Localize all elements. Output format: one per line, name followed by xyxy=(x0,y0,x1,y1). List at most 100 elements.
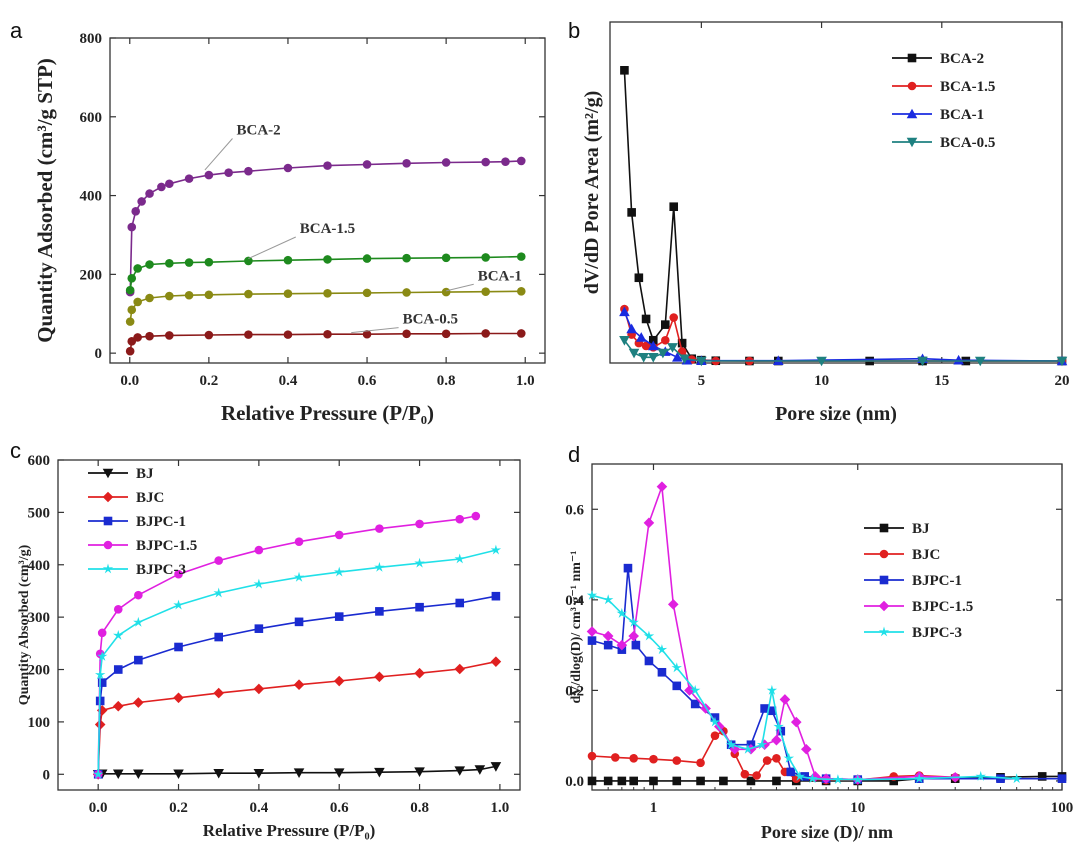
legend-entry: BJPC-1.5 xyxy=(912,599,973,615)
data-point xyxy=(779,694,791,705)
data-point xyxy=(516,156,526,166)
panel-label: c xyxy=(10,438,21,463)
data-point xyxy=(586,589,598,600)
data-point xyxy=(603,640,613,650)
data-point xyxy=(374,767,385,778)
data-point xyxy=(756,739,768,750)
series-line xyxy=(591,486,956,781)
data-point xyxy=(441,158,451,167)
data-point xyxy=(244,166,253,176)
data-point xyxy=(334,566,345,577)
y-tick-label: 0.4 xyxy=(565,593,584,609)
data-point xyxy=(334,612,344,621)
x-axis-label: Relative Pressure (P/P₀) xyxy=(221,401,434,425)
data-point xyxy=(832,774,844,784)
data-point xyxy=(852,774,863,784)
data-point xyxy=(402,288,411,297)
data-point xyxy=(184,290,194,300)
panel-label: d xyxy=(568,442,580,467)
data-point xyxy=(214,632,223,642)
data-point xyxy=(293,679,305,691)
data-point xyxy=(165,291,174,301)
data-point xyxy=(742,743,754,754)
data-point xyxy=(669,202,679,212)
data-point xyxy=(660,320,670,329)
x-tick-label: 0.4 xyxy=(279,373,298,389)
panel-d: d 1 10 100 0.0 0.2 0.4 0.6 Pore size (D)/ nm dV/d… xyxy=(565,442,1073,843)
data-point xyxy=(362,160,372,169)
data-point xyxy=(772,754,781,763)
data-point xyxy=(481,329,490,338)
series-bca-0-5 xyxy=(619,335,1068,367)
data-point xyxy=(481,287,490,296)
data-point xyxy=(454,553,465,564)
panel-label: a xyxy=(10,18,23,43)
legend-marker xyxy=(102,563,114,574)
x-tick-label: 1 xyxy=(650,800,658,816)
data-point xyxy=(760,704,769,713)
data-point xyxy=(587,636,597,645)
data-point xyxy=(481,157,490,167)
data-point xyxy=(133,697,144,708)
panel-label: b xyxy=(568,18,580,43)
data-point xyxy=(643,630,655,641)
data-point xyxy=(807,773,818,784)
data-point xyxy=(174,569,183,579)
legend: BJ BJC BJPC-1 BJPC-1.5 BJPC-3 xyxy=(88,466,197,578)
data-point xyxy=(974,356,986,367)
data-point xyxy=(801,743,812,755)
legend-entry: BCA-1.5 xyxy=(940,79,995,95)
y-tick-label: 600 xyxy=(28,453,51,469)
data-point xyxy=(362,288,372,298)
series-line xyxy=(98,765,497,776)
data-point xyxy=(647,340,659,351)
data-point xyxy=(283,163,293,173)
data-point xyxy=(628,348,640,359)
legend-entry: BJ xyxy=(912,521,930,537)
data-point xyxy=(414,557,425,568)
data-point xyxy=(414,767,425,777)
legend-marker xyxy=(879,575,889,585)
series-line xyxy=(623,311,1063,362)
series-line xyxy=(97,549,497,775)
data-point xyxy=(333,675,345,687)
series-bjc xyxy=(92,656,502,780)
data-point xyxy=(1056,356,1068,367)
data-point xyxy=(671,662,682,673)
legend-entry: BJPC-3 xyxy=(136,562,186,578)
data-point xyxy=(134,655,143,665)
legend-marker xyxy=(879,549,889,559)
data-point xyxy=(656,644,668,655)
legend-entry: BJPC-1 xyxy=(136,514,186,530)
panel-a: a 0.0 0.2 0.4 0.6 0.8 1.0 0 200 400 600 800 Relative… xyxy=(10,18,546,425)
x-tick-label: 10 xyxy=(814,373,829,389)
panel-c: c 0.0 0.2 0.4 0.6 0.8 1.0 0 100 200 300 400 500 600 Re… xyxy=(10,438,521,840)
y-tick-label: 400 xyxy=(80,189,103,205)
legend-entry: BJC xyxy=(136,490,164,506)
data-point xyxy=(254,545,264,555)
data-point xyxy=(97,678,107,687)
data-point xyxy=(204,170,214,180)
data-point xyxy=(145,293,154,303)
annotation-label: BCA-1 xyxy=(478,268,522,284)
data-point xyxy=(490,762,502,772)
annotation-label: BCA-2 xyxy=(237,123,281,139)
data-point xyxy=(213,768,224,779)
x-tick-label: 15 xyxy=(934,373,949,389)
data-point xyxy=(491,591,501,601)
data-point xyxy=(323,255,332,264)
data-point xyxy=(616,639,628,651)
legend-marker xyxy=(906,137,918,148)
y-tick-label: 0 xyxy=(43,767,51,783)
data-point xyxy=(402,158,411,168)
data-point xyxy=(145,331,154,341)
data-point xyxy=(402,329,411,339)
data-point xyxy=(619,335,630,346)
data-point xyxy=(696,356,707,367)
data-point xyxy=(293,571,305,582)
data-point xyxy=(657,348,669,359)
series-bjpc-3 xyxy=(586,589,1022,784)
data-point xyxy=(375,524,384,533)
data-point xyxy=(125,346,135,356)
